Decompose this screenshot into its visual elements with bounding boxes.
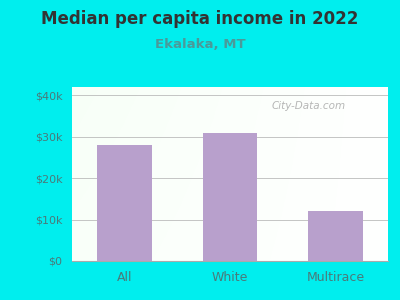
Text: City-Data.com: City-Data.com — [272, 100, 346, 111]
Bar — [203, 133, 257, 261]
Text: Median per capita income in 2022: Median per capita income in 2022 — [41, 11, 359, 28]
Bar — [97, 145, 152, 261]
Bar — [308, 211, 363, 261]
Text: Ekalaka, MT: Ekalaka, MT — [155, 38, 245, 50]
